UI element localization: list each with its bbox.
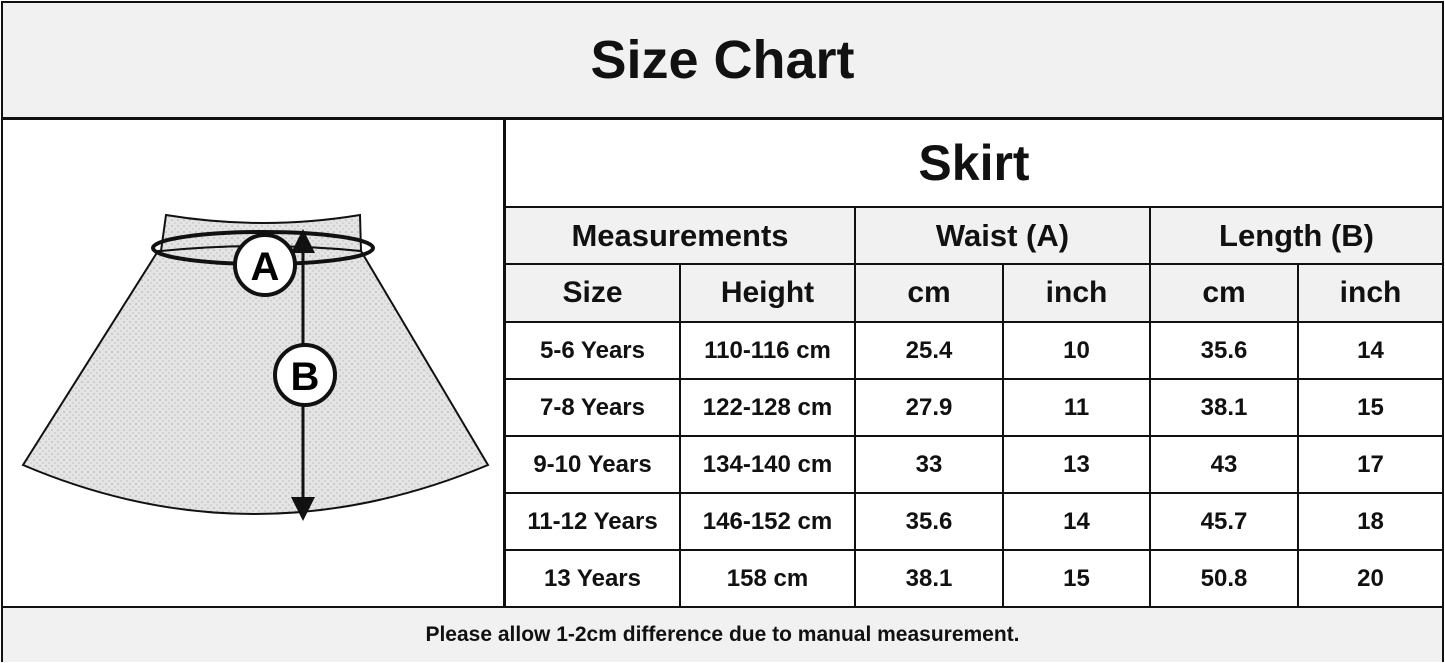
table-cell: 38.1 (856, 551, 1004, 608)
table-cell: 134-140 cm (681, 437, 856, 494)
table-cell: 10 (1004, 323, 1151, 380)
table-cell: 33 (856, 437, 1004, 494)
table-cell: 27.9 (856, 380, 1004, 437)
table-cell: 35.6 (1151, 323, 1299, 380)
table-cell: 146-152 cm (681, 494, 856, 551)
table-cell: 15 (1004, 551, 1151, 608)
table-cell: 11 (1004, 380, 1151, 437)
column-header: cm (1151, 265, 1299, 323)
length-marker: B (291, 355, 320, 399)
table-cell: 158 cm (681, 551, 856, 608)
group-header: Length (B) (1151, 208, 1442, 265)
table-cell: 38.1 (1151, 380, 1299, 437)
table-cell: 7-8 Years (506, 380, 681, 437)
table-cell: 17 (1299, 437, 1442, 494)
table-cell: 11-12 Years (506, 494, 681, 551)
table-cell: 13 (1004, 437, 1151, 494)
table-cell: 15 (1299, 380, 1442, 437)
table-cell: 122-128 cm (681, 380, 856, 437)
table-cell: 35.6 (856, 494, 1004, 551)
size-table: Skirt Measurements Waist (A) Length (B) Siz… (506, 120, 1442, 608)
table-cell: 13 Years (506, 551, 681, 608)
table-cell: 9-10 Years (506, 437, 681, 494)
skirt-diagram: A B (3, 120, 506, 606)
group-header: Waist (A) (856, 208, 1151, 265)
table-cell: 18 (1299, 494, 1442, 551)
column-header: Height (681, 265, 856, 323)
table-cell: 43 (1151, 437, 1299, 494)
column-header: Size (506, 265, 681, 323)
product-heading: Skirt (506, 120, 1442, 208)
column-header: inch (1299, 265, 1442, 323)
table-cell: 25.4 (856, 323, 1004, 380)
table-cell: 5-6 Years (506, 323, 681, 380)
skirt-illustration: A B (21, 213, 490, 521)
table-cell: 45.7 (1151, 494, 1299, 551)
table-cell: 14 (1299, 323, 1442, 380)
column-header: inch (1004, 265, 1151, 323)
table-cell: 14 (1004, 494, 1151, 551)
waist-marker: A (251, 245, 280, 289)
table-cell: 50.8 (1151, 551, 1299, 608)
page-title: Size Chart (3, 3, 1442, 120)
group-header: Measurements (506, 208, 856, 265)
table-cell: 110-116 cm (681, 323, 856, 380)
table-cell: 20 (1299, 551, 1442, 608)
footer-note: Please allow 1-2cm difference due to man… (3, 606, 1442, 662)
column-header: cm (856, 265, 1004, 323)
